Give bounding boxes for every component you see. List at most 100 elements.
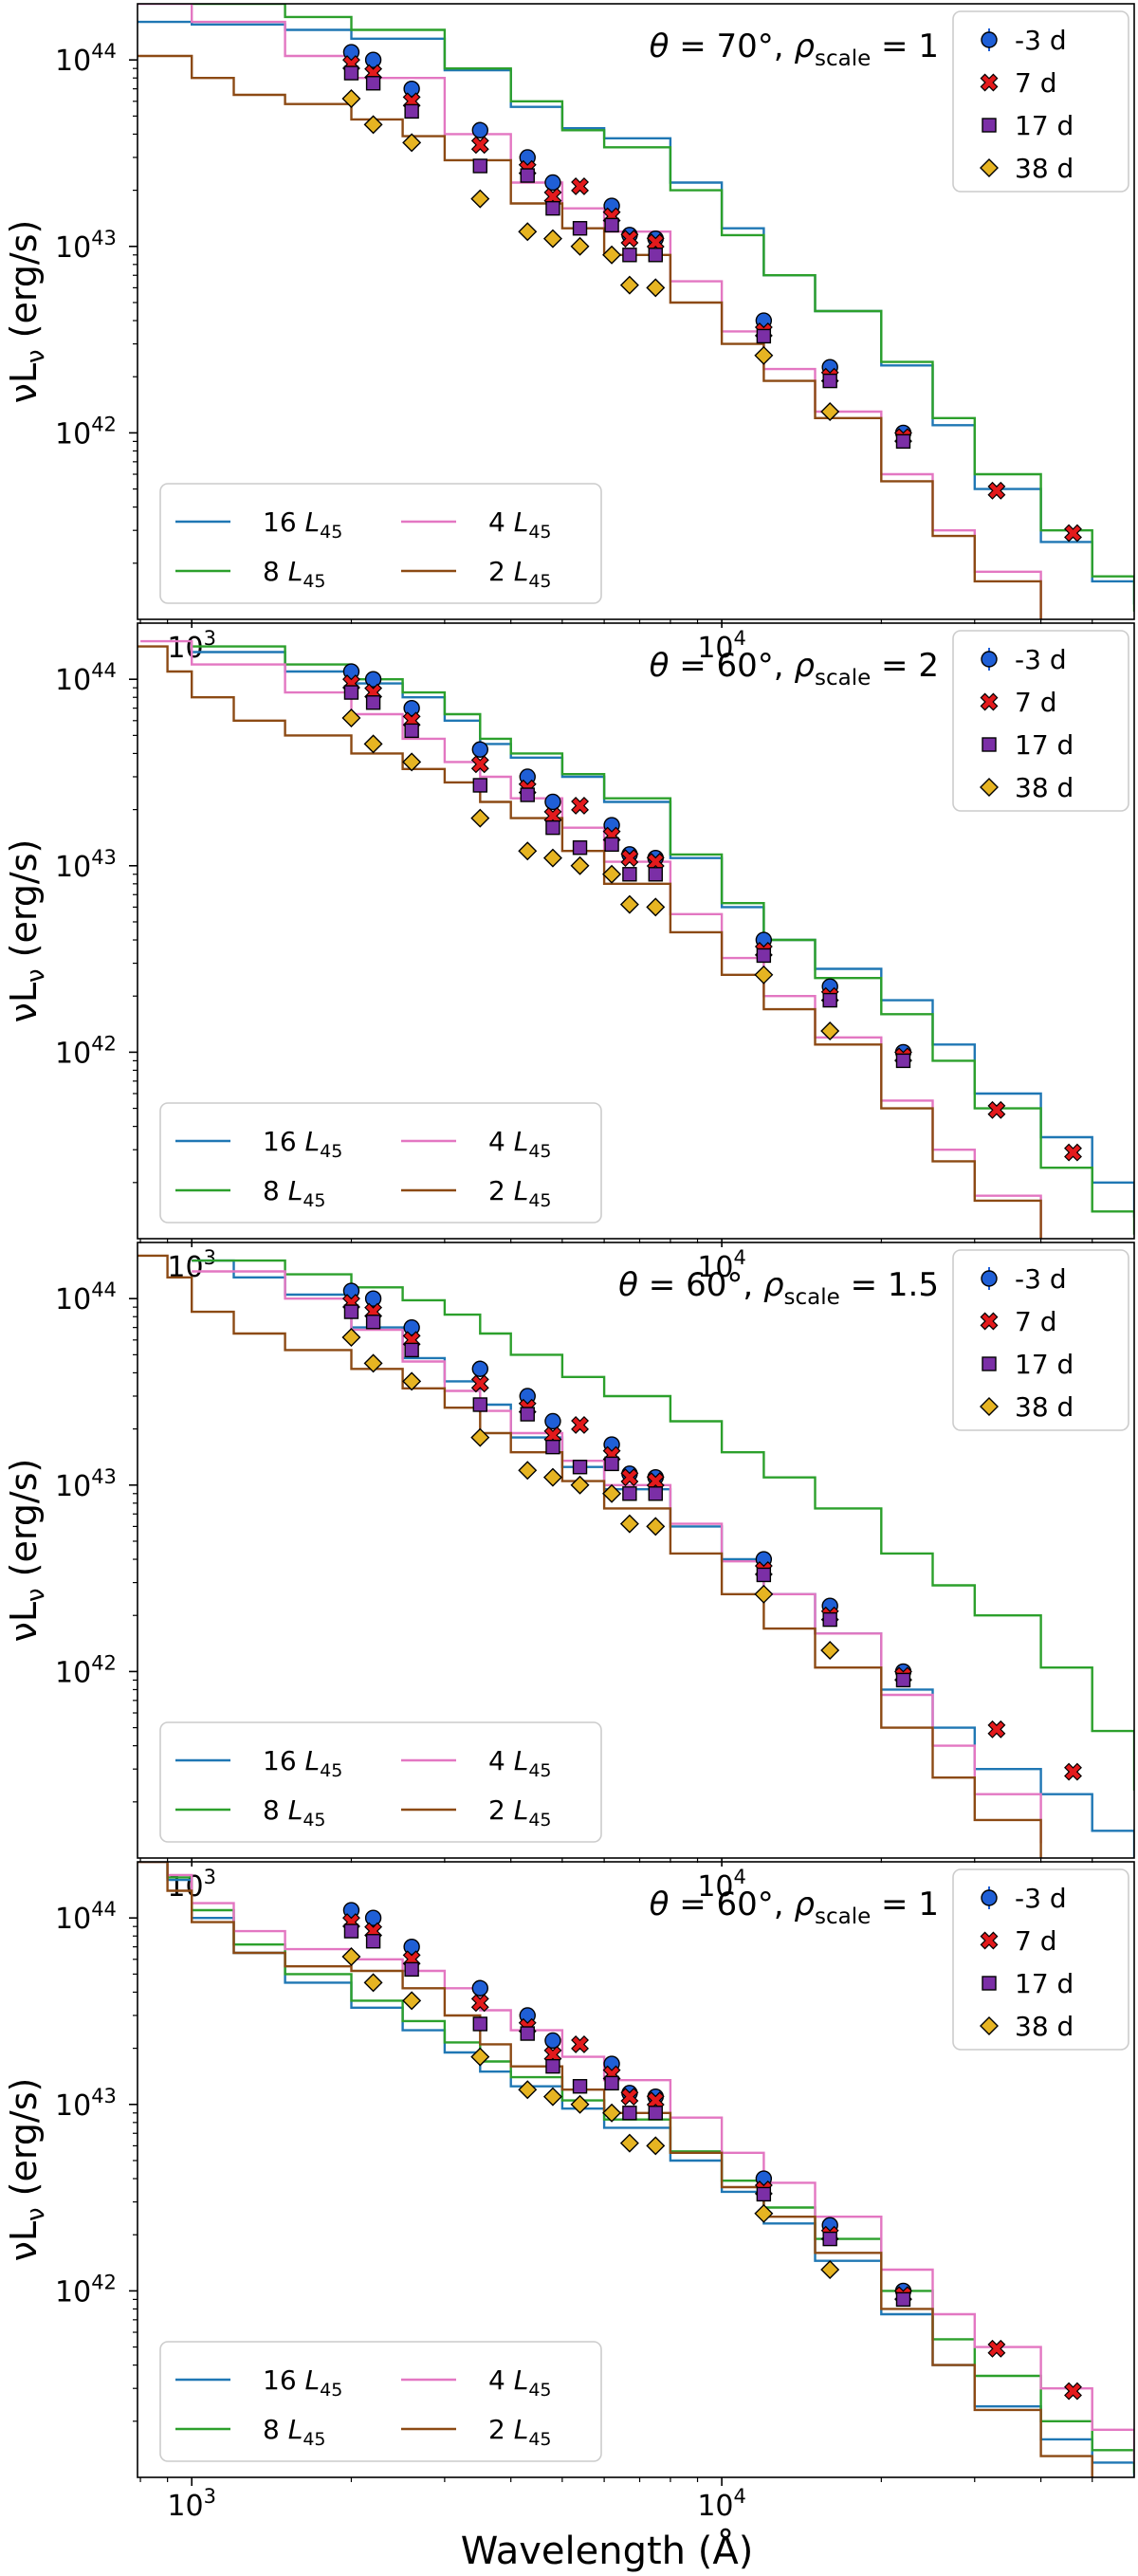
data-point-17d — [404, 1961, 419, 1978]
data-point-7d — [620, 2088, 639, 2107]
y-tick-label: 1042 — [55, 1032, 117, 1070]
legend-marker-circle — [981, 1270, 998, 1287]
legend-box — [952, 10, 1129, 193]
panel-theta60_rho1.5: 103 104 1042 1043 1044 νLν (erg/s) θ = 60°, ρs… — [3, 1242, 1135, 1904]
data-point-17d — [648, 248, 663, 263]
y-axis-label: νLν (erg/s) — [3, 220, 50, 404]
legend-box — [159, 1102, 602, 1224]
y-tick-label: 1044 — [55, 1898, 117, 1936]
data-point-38d — [570, 2094, 590, 2114]
legend-label: 38 d — [1015, 2011, 1074, 2042]
data-point-38d — [542, 2087, 562, 2107]
legend-marker-circle — [981, 1889, 998, 1906]
legend-label: 17 d — [1015, 110, 1074, 141]
legend-label: -3 d — [1015, 1883, 1067, 1914]
legend-box — [952, 1868, 1129, 2051]
y-axis-label: νLν (erg/s) — [3, 2078, 50, 2262]
data-point-38d — [820, 2260, 840, 2279]
legend-label: 38 d — [1015, 153, 1074, 184]
data-point-7d — [1064, 1143, 1082, 1162]
data-point-m3d — [364, 671, 382, 688]
data-point-17d — [604, 2075, 619, 2091]
data-point-m3d — [403, 1938, 420, 1956]
data-point-17d — [545, 1439, 560, 1455]
legend-label: 7 d — [1015, 687, 1057, 718]
legend-label: -3 d — [1015, 1263, 1067, 1295]
legend-label: 8 L45 — [263, 1794, 326, 1831]
model-lines — [138, 1862, 1134, 2477]
data-point-m3d — [364, 51, 382, 68]
data-point-17d — [648, 1486, 663, 1501]
panel-theta60_rho2: 103 104 1042 1043 1044 νLν (erg/s) θ = 60°, ρs… — [3, 622, 1135, 1284]
data-point-38d — [470, 189, 490, 209]
data-point-38d — [820, 1021, 840, 1040]
legend-box — [952, 630, 1129, 812]
legend-box — [159, 483, 602, 604]
data-point-38d — [363, 1353, 383, 1373]
data-point-38d — [646, 2136, 666, 2156]
data-point-38d — [470, 1427, 490, 1447]
data-point-m3d — [403, 1318, 420, 1336]
data-point-17d — [822, 992, 837, 1008]
data-point-m3d — [364, 1909, 382, 1926]
legend-label: 38 d — [1015, 1391, 1074, 1423]
legend-label: 8 L45 — [263, 556, 326, 592]
series-line-2-L45 — [138, 1254, 1042, 1858]
data-point-17d — [343, 65, 359, 81]
legend-label: 16 L45 — [263, 2364, 342, 2401]
data-point-7d — [470, 1994, 489, 2013]
data-point-38d — [341, 1328, 361, 1347]
data-point-17d — [365, 1315, 381, 1330]
data-point-17d — [572, 2079, 588, 2094]
data-point-17d — [343, 1304, 359, 1319]
data-point-7d — [543, 806, 562, 825]
data-point-17d — [622, 867, 637, 882]
data-point-38d — [602, 864, 622, 884]
legend-box — [952, 1249, 1129, 1431]
legend-label: 2 L45 — [488, 1794, 552, 1831]
series-line-2-L45 — [138, 54, 1042, 619]
data-point-17d — [822, 2231, 837, 2247]
legend-label: 4 L45 — [488, 506, 552, 543]
legend-label: 17 d — [1015, 729, 1074, 761]
data-point-17d — [756, 948, 772, 964]
data-point-7d — [470, 136, 489, 155]
data-point-7d — [620, 849, 639, 868]
data-point-17d — [622, 1486, 637, 1501]
data-point-7d — [1064, 2382, 1082, 2401]
data-point-m3d — [471, 741, 488, 758]
data-point-17d — [472, 2016, 487, 2032]
legend-marker-circle — [981, 651, 998, 668]
data-point-38d — [363, 734, 383, 754]
data-point-38d — [402, 133, 422, 153]
data-point-38d — [402, 1371, 422, 1391]
y-axis-label: νLν (erg/s) — [3, 1459, 50, 1643]
legend-label: 16 L45 — [263, 1126, 342, 1162]
legend-box — [159, 1721, 602, 1843]
data-point-38d — [646, 1517, 666, 1536]
data-point-17d — [895, 433, 911, 450]
panel-annotation: θ = 70°, ρscale = 1 — [650, 28, 939, 71]
observation-points — [341, 44, 1082, 543]
data-point-38d — [754, 1584, 774, 1604]
data-point-m3d — [544, 2032, 561, 2050]
data-point-38d — [820, 402, 840, 421]
model-legend: 16 L45 8 L45 4 L45 2 L45 — [159, 1721, 602, 1843]
y-tick-label: 1042 — [55, 413, 117, 451]
series-line-8-L45 — [192, 645, 1134, 1235]
data-point-m3d — [471, 1360, 488, 1377]
legend-marker-square — [982, 1356, 997, 1371]
x-tick-label: 103 — [167, 1246, 216, 1284]
data-point-7d — [470, 1374, 489, 1393]
legend-label: -3 d — [1015, 25, 1067, 56]
x-tick-label: 104 — [697, 2485, 746, 2523]
y-tick-label: 1044 — [55, 40, 117, 78]
data-point-38d — [470, 808, 490, 828]
legend-marker-square — [982, 118, 997, 133]
data-point-38d — [470, 2047, 490, 2067]
data-point-38d — [542, 1467, 562, 1487]
data-point-17d — [365, 76, 381, 91]
data-point-m3d — [364, 1290, 382, 1307]
data-point-m3d — [471, 121, 488, 138]
